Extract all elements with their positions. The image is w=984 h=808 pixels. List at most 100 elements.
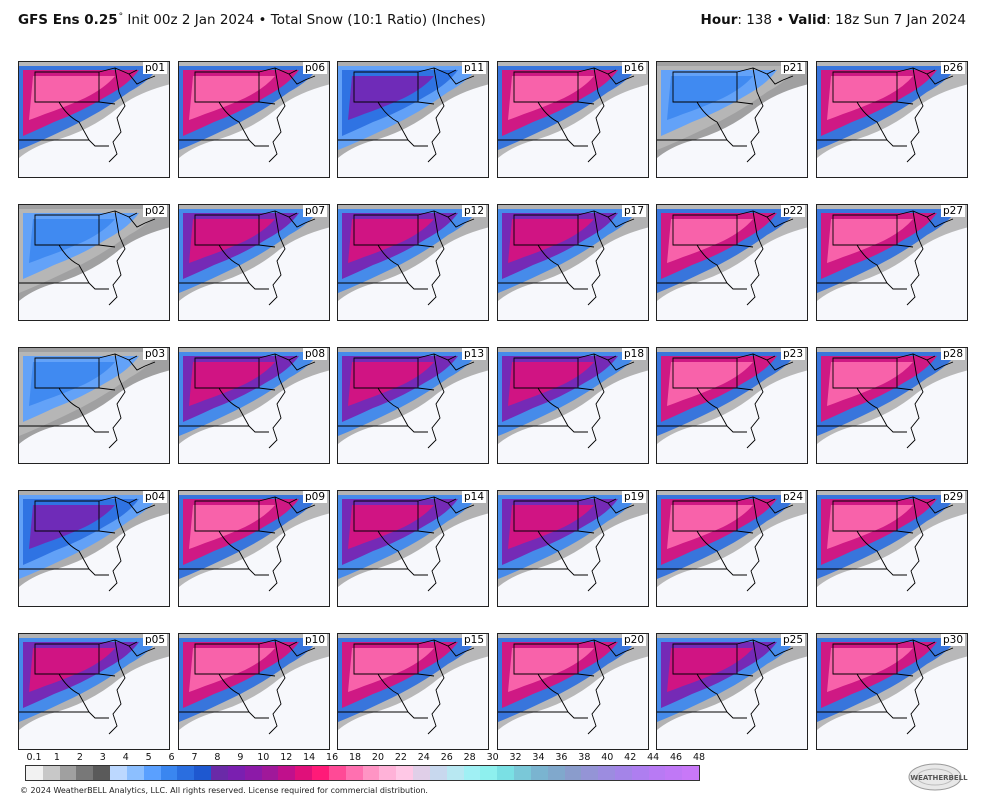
snow-map bbox=[338, 634, 488, 735]
colorbar-cell bbox=[446, 766, 464, 780]
colorbar-tick-label: 9 bbox=[237, 752, 244, 763]
ensemble-panel-grid: p01 p06 p11 p16 p21 p26 p02 p07 p12 p17 p22 p27 p03 p… bbox=[18, 61, 968, 751]
snow-map bbox=[817, 205, 967, 306]
member-label: p25 bbox=[780, 634, 805, 646]
snow-map bbox=[657, 205, 807, 306]
colorbar-cell bbox=[143, 766, 161, 780]
member-label: p01 bbox=[142, 62, 167, 74]
ensemble-panel: p28 bbox=[816, 347, 968, 464]
colorbar-tick-label: 10 bbox=[257, 752, 270, 763]
bullet-separator-2: • bbox=[776, 12, 785, 28]
ensemble-panel: p02 bbox=[18, 204, 170, 321]
snow-map bbox=[498, 491, 648, 592]
colorbar-cell bbox=[514, 766, 531, 780]
ensemble-panel: p24 bbox=[656, 490, 808, 607]
snow-map bbox=[817, 62, 967, 163]
ensemble-panel: p08 bbox=[178, 347, 330, 464]
valid-value: : 18z Sun 7 Jan 2024 bbox=[826, 12, 966, 28]
member-label: p23 bbox=[780, 348, 805, 360]
colorbar-cell bbox=[345, 766, 363, 780]
colorbar-cell bbox=[682, 766, 700, 780]
member-label: p29 bbox=[940, 491, 965, 503]
colorbar-tick-label: 7 bbox=[191, 752, 198, 763]
ensemble-panel: p10 bbox=[178, 633, 330, 750]
map-header: GFS Ens 0.25° Init 00z 2 Jan 2024 • Tota… bbox=[18, 12, 966, 32]
snow-map bbox=[19, 205, 169, 306]
snow-map bbox=[338, 205, 488, 306]
hour-label: Hour bbox=[700, 12, 738, 28]
member-label: p26 bbox=[940, 62, 965, 74]
snow-colorbar bbox=[25, 765, 700, 781]
colorbar-cell bbox=[497, 766, 515, 780]
colorbar-cell bbox=[194, 766, 212, 780]
ensemble-panel: p06 bbox=[178, 61, 330, 178]
colorbar-cell bbox=[76, 766, 94, 780]
member-label: p03 bbox=[142, 348, 167, 360]
snow-map bbox=[498, 634, 648, 735]
colorbar-cell bbox=[379, 766, 397, 780]
member-label: p21 bbox=[780, 62, 805, 74]
colorbar-cell bbox=[564, 766, 582, 780]
colorbar-tick-label: 12 bbox=[280, 752, 293, 763]
colorbar-cell bbox=[598, 766, 615, 780]
ensemble-panel: p01 bbox=[18, 61, 170, 178]
snow-map bbox=[338, 491, 488, 592]
colorbar-tick-label: 32 bbox=[509, 752, 522, 763]
colorbar-cell bbox=[665, 766, 683, 780]
snow-map bbox=[179, 491, 329, 592]
colorbar-cell bbox=[110, 766, 127, 780]
member-label: p17 bbox=[621, 205, 646, 217]
colorbar-tick-label: 5 bbox=[145, 752, 152, 763]
member-label: p14 bbox=[461, 491, 486, 503]
snow-map bbox=[817, 348, 967, 449]
member-label: p18 bbox=[621, 348, 646, 360]
colorbar-cell bbox=[648, 766, 666, 780]
weatherbell-logo: WEATHERBELL bbox=[905, 760, 969, 794]
snow-map bbox=[498, 205, 648, 306]
ensemble-panel: p29 bbox=[816, 490, 968, 607]
colorbar-cell bbox=[614, 766, 632, 780]
colorbar-tick-label: 20 bbox=[371, 752, 384, 763]
colorbar-tick-label: 48 bbox=[692, 752, 706, 763]
colorbar-cell bbox=[413, 766, 430, 780]
product-name: Total Snow (10:1 Ratio) (Inches) bbox=[270, 12, 486, 28]
snow-map bbox=[498, 348, 648, 449]
colorbar-tick-label: 34 bbox=[532, 752, 545, 763]
ensemble-panel: p14 bbox=[337, 490, 489, 607]
ensemble-panel: p04 bbox=[18, 490, 170, 607]
ensemble-panel: p15 bbox=[337, 633, 489, 750]
colorbar-tick-label: 2 bbox=[76, 752, 83, 763]
snow-map bbox=[19, 491, 169, 592]
snow-map bbox=[657, 634, 807, 735]
ensemble-panel: p17 bbox=[497, 204, 649, 321]
colorbar-cell bbox=[581, 766, 599, 780]
snow-map bbox=[657, 62, 807, 163]
colorbar-tick-label: 6 bbox=[168, 752, 175, 763]
snow-map bbox=[338, 62, 488, 163]
hour-value: : 138 bbox=[737, 12, 772, 28]
colorbar-cell bbox=[463, 766, 481, 780]
member-label: p02 bbox=[142, 205, 167, 217]
colorbar-tick-label: 26 bbox=[440, 752, 453, 763]
snow-map bbox=[19, 634, 169, 735]
colorbar-tick-label: 16 bbox=[326, 752, 339, 763]
ensemble-panel: p25 bbox=[656, 633, 808, 750]
ensemble-panel: p23 bbox=[656, 347, 808, 464]
member-label: p09 bbox=[302, 491, 327, 503]
ensemble-panel: p12 bbox=[337, 204, 489, 321]
colorbar-tick-label: 40 bbox=[601, 752, 614, 763]
ensemble-panel: p19 bbox=[497, 490, 649, 607]
colorbar-cell bbox=[312, 766, 329, 780]
colorbar-cell bbox=[295, 766, 313, 780]
ensemble-panel: p27 bbox=[816, 204, 968, 321]
colorbar-tick-label: 22 bbox=[394, 752, 407, 763]
ensemble-panel: p03 bbox=[18, 347, 170, 464]
snow-map bbox=[179, 62, 329, 163]
colorbar-cell bbox=[93, 766, 111, 780]
colorbar-cell bbox=[480, 766, 498, 780]
ensemble-panel: p30 bbox=[816, 633, 968, 750]
model-name: GFS Ens 0.25 bbox=[18, 12, 118, 28]
ensemble-panel: p20 bbox=[497, 633, 649, 750]
colorbar-cell bbox=[177, 766, 195, 780]
colorbar-tick-label: 18 bbox=[348, 752, 362, 763]
